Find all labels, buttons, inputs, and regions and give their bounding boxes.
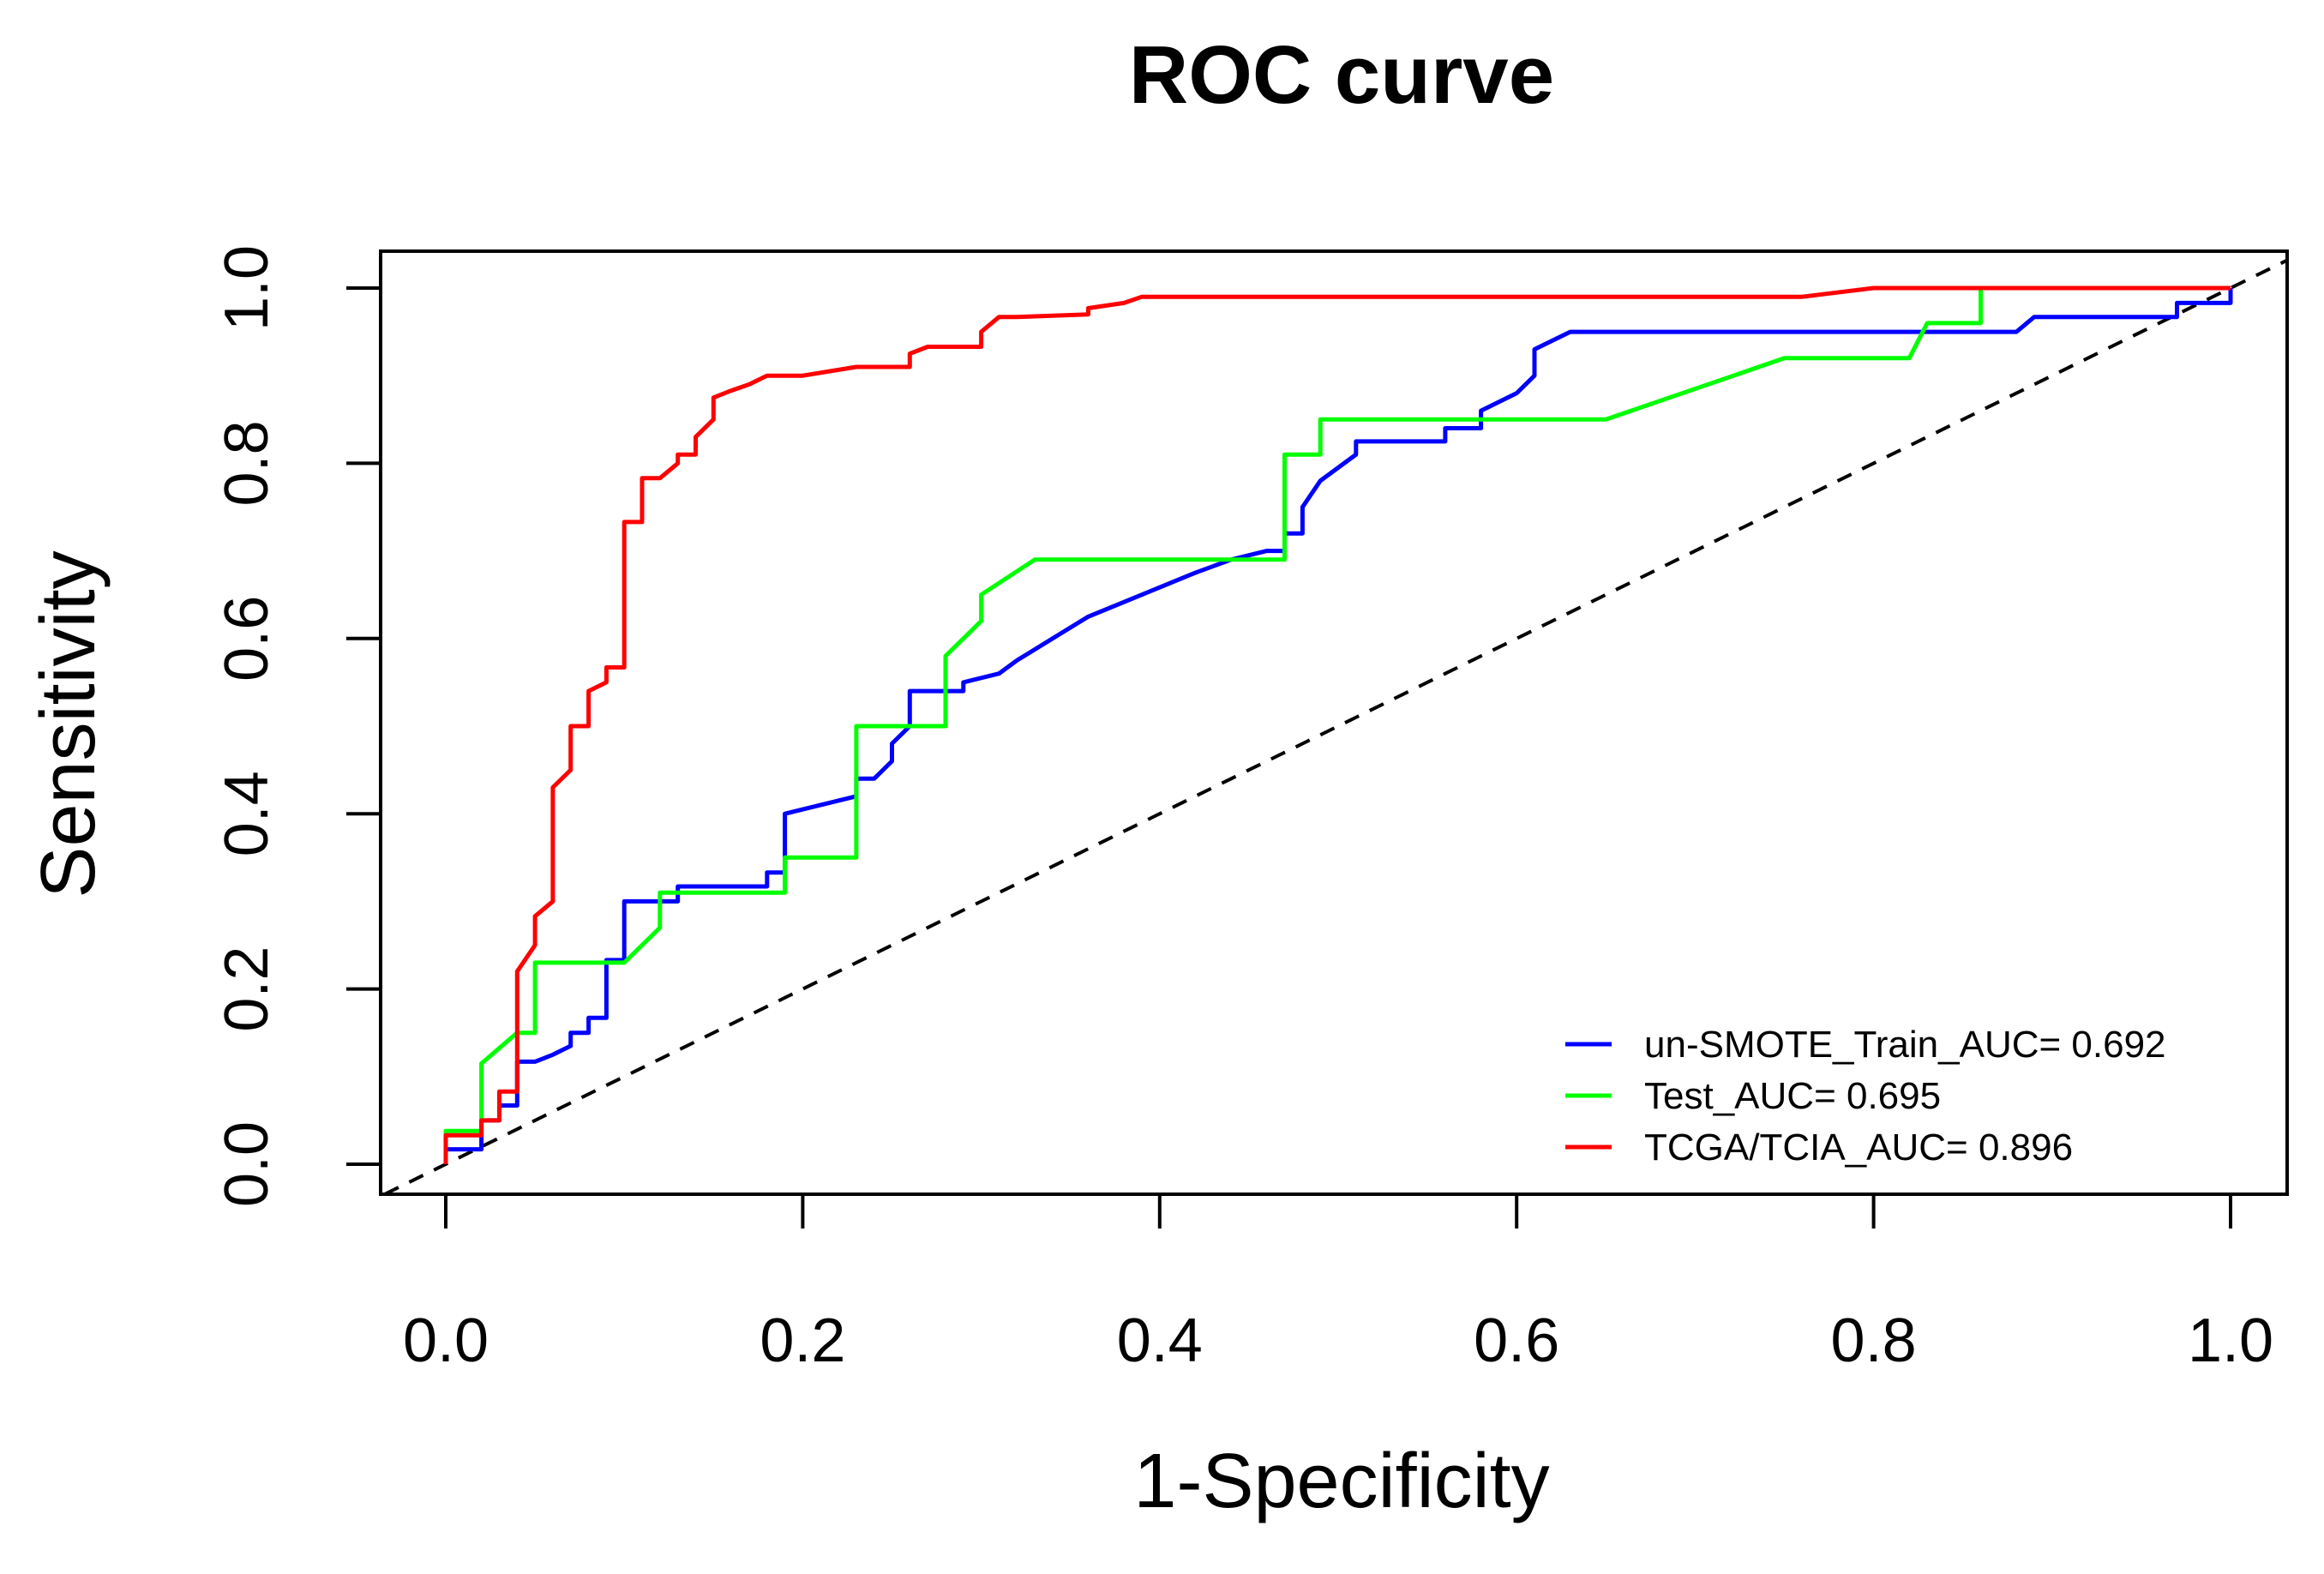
y-tick-label: 0.8 <box>213 420 281 506</box>
diagonal-reference-line <box>383 258 2288 1196</box>
y-tick-label: 0.6 <box>213 596 281 682</box>
legend-entry-train: un-SMOTE_Train_AUC= 0.692 <box>1565 1024 2166 1066</box>
plot-area-frame <box>379 249 2289 1196</box>
legend-label: un-SMOTE_Train_AUC= 0.692 <box>1644 1024 2166 1066</box>
train-roc-line <box>443 288 2233 1164</box>
chart-title: ROC curve <box>1129 29 1554 121</box>
legend-entry-tcga-tcia: TCGA/TCIA_AUC= 0.896 <box>1565 1126 2073 1168</box>
test-roc-line <box>443 288 1983 1164</box>
x-tick-label: 0.8 <box>1831 1307 1917 1375</box>
y-axis-label: Sensitivity <box>26 550 111 898</box>
y-axis-ticks: 0.0 0.2 0.4 0.6 0.8 1.0 <box>213 245 381 1207</box>
y-tick-label: 0.4 <box>213 771 281 856</box>
y-tick-label: 1.0 <box>213 245 281 331</box>
x-tick-label: 0.2 <box>760 1307 845 1375</box>
y-axis-label-group: Sensitivity <box>26 550 111 898</box>
x-tick-label: 0.0 <box>403 1307 489 1375</box>
y-tick-label: 0.0 <box>213 1121 281 1207</box>
legend-entry-test: Test_AUC= 0.695 <box>1565 1075 1941 1117</box>
legend: un-SMOTE_Train_AUC= 0.692 Test_AUC= 0.695… <box>1565 1024 2166 1168</box>
series-lines <box>443 285 2233 1164</box>
x-axis-ticks: 0.0 0.2 0.4 0.6 0.8 1.0 <box>403 1194 2273 1375</box>
x-tick-label: 1.0 <box>2188 1307 2273 1375</box>
y-tick-label: 0.2 <box>213 946 281 1032</box>
x-axis-label: 1-Specificity <box>1133 1439 1549 1524</box>
x-tick-label: 0.4 <box>1117 1307 1203 1375</box>
x-tick-label: 0.6 <box>1474 1307 1559 1375</box>
tcga-tcia-roc-line <box>443 285 2231 1164</box>
legend-label: Test_AUC= 0.695 <box>1644 1075 1941 1117</box>
legend-label: TCGA/TCIA_AUC= 0.896 <box>1644 1126 2073 1168</box>
